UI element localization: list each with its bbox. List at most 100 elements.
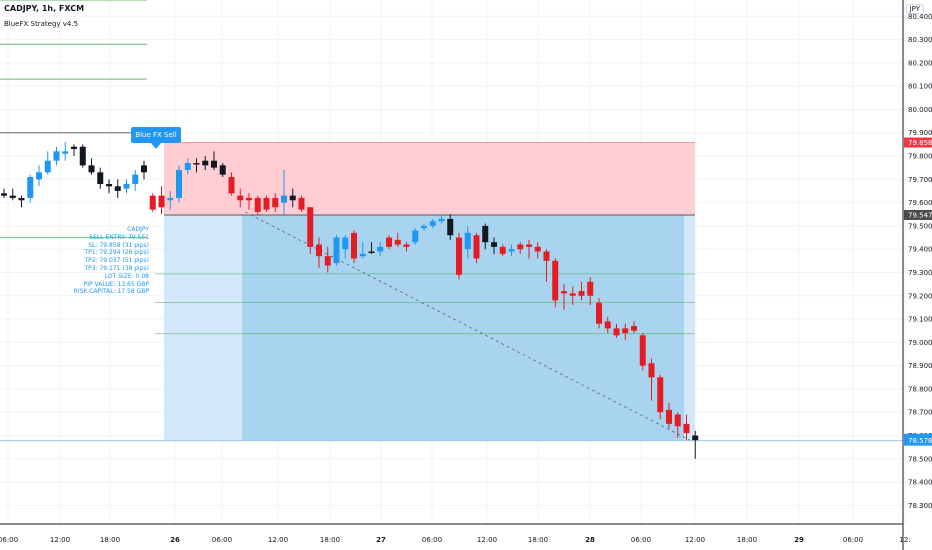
candle-body (289, 195, 296, 201)
price-tick-label: 79.100 (908, 316, 932, 324)
candle-body (307, 207, 314, 247)
candle-body (657, 377, 664, 413)
candle-body (254, 197, 261, 212)
candle-body (132, 174, 139, 184)
info-tp2: TP2: 79.037 (51 pips) (84, 257, 149, 265)
price-tick-label: 80.100 (908, 83, 932, 91)
candle-body (351, 232, 357, 259)
candle-body (298, 197, 305, 210)
time-tick-label: 06:00 (631, 536, 651, 544)
time-tick-label: 28 (585, 536, 595, 544)
candle-body (613, 328, 620, 336)
price-tick-label: 79.900 (908, 129, 932, 137)
candle-body (342, 237, 349, 250)
candle-body (421, 225, 427, 229)
time-tick-label: 06:00 (843, 536, 863, 544)
candle-body (324, 256, 331, 266)
price-tick-label: 78.400 (908, 479, 932, 487)
candle-body (447, 218, 454, 236)
candle-body (517, 244, 524, 250)
time-tick-label: 18:00 (100, 536, 120, 544)
candle-body (456, 237, 462, 275)
candle-body (386, 237, 392, 247)
candle-body (692, 435, 699, 441)
candle-body (604, 321, 611, 329)
info-stop-loss: SL: 79.858 (31 pips) (88, 241, 149, 249)
info-risk-capital: RISK CAPITAL: 17.58 GBP (73, 288, 149, 296)
price-tick-label: 80.200 (908, 59, 932, 67)
candle-body (491, 242, 497, 247)
candle-body (482, 225, 489, 243)
info-pip-value: PIP VALUE: 13.65 GBP (83, 280, 149, 288)
time-tick-label: 27 (376, 536, 386, 544)
time-tick-label: 06:00 (422, 536, 442, 544)
symbol-title[interactable]: CADJPY, 1h, FXCM (4, 4, 85, 13)
time-tick-label: 26 (170, 536, 180, 544)
candle-body (561, 291, 567, 294)
candle-body (237, 195, 244, 201)
candle-body (587, 281, 594, 296)
candle-body (18, 197, 25, 201)
candle-body (71, 146, 77, 150)
candle-body (88, 165, 95, 173)
candle-body (394, 239, 401, 245)
candle-body (368, 251, 375, 254)
candle-body (36, 172, 42, 180)
time-tick-label: 06:00 (0, 536, 18, 544)
candle-body (263, 197, 270, 210)
candle-body (211, 160, 217, 168)
price-tick-label: 80.400 (908, 13, 932, 21)
candle-body (114, 186, 121, 191)
price-badge-label: 79.547 (908, 211, 932, 219)
candle-body (464, 232, 471, 250)
candle-body (569, 293, 576, 296)
price-badge (904, 435, 932, 446)
price-tick-label: 78.500 (908, 455, 932, 463)
info-lot-size: LOT SIZE: 0.08 (104, 272, 149, 280)
time-tick-label: 12:00 (50, 536, 70, 544)
candle-body (27, 176, 34, 198)
candle-body (246, 197, 252, 201)
candle-body (158, 195, 165, 208)
candle-body (62, 151, 69, 154)
candle-body (526, 244, 532, 247)
candle-body (167, 197, 174, 201)
candle-body (622, 328, 629, 334)
candle-body (534, 246, 541, 252)
currency-label[interactable]: JPY (905, 4, 924, 14)
trend-projection-line (244, 211, 691, 441)
candle-body (631, 326, 637, 331)
sell-signal-flag: Blue FX Sell (131, 127, 181, 149)
candle-body (149, 195, 156, 210)
candle-body (228, 176, 235, 194)
candle-body (106, 183, 112, 187)
candle-body (683, 423, 690, 434)
candle-body (359, 253, 366, 257)
candle-body (272, 197, 279, 208)
price-tick-label: 79.500 (908, 222, 932, 230)
candle-body (473, 235, 480, 259)
time-tick-label: 12:00 (477, 536, 497, 544)
price-badge-label: 78.578 (908, 437, 932, 445)
candle-body (53, 151, 60, 161)
info-pair: CADJPY (127, 226, 149, 233)
time-tick-label: 18:00 (528, 536, 548, 544)
time-tick-label: 12:00 (685, 536, 705, 544)
candle-body (429, 221, 436, 226)
info-sell-entry: SELL ENTRY: 79.551 (89, 233, 149, 241)
stop-loss-zone (164, 142, 695, 215)
candle-body (403, 244, 410, 247)
price-tick-label: 79.300 (908, 269, 932, 277)
price-tick-label: 80.300 (908, 36, 932, 44)
price-tick-label: 79.600 (908, 199, 932, 207)
price-tick-label: 78.300 (908, 502, 932, 510)
price-tick-label: 79.400 (908, 246, 932, 254)
indicator-label[interactable]: BlueFX Strategy v4.5 (4, 20, 79, 28)
candle-body (666, 409, 672, 424)
time-tick-label: 18:00 (737, 536, 757, 544)
candle-body (648, 363, 655, 378)
time-tick-label: 29 (794, 536, 804, 544)
candle-body (281, 195, 287, 203)
